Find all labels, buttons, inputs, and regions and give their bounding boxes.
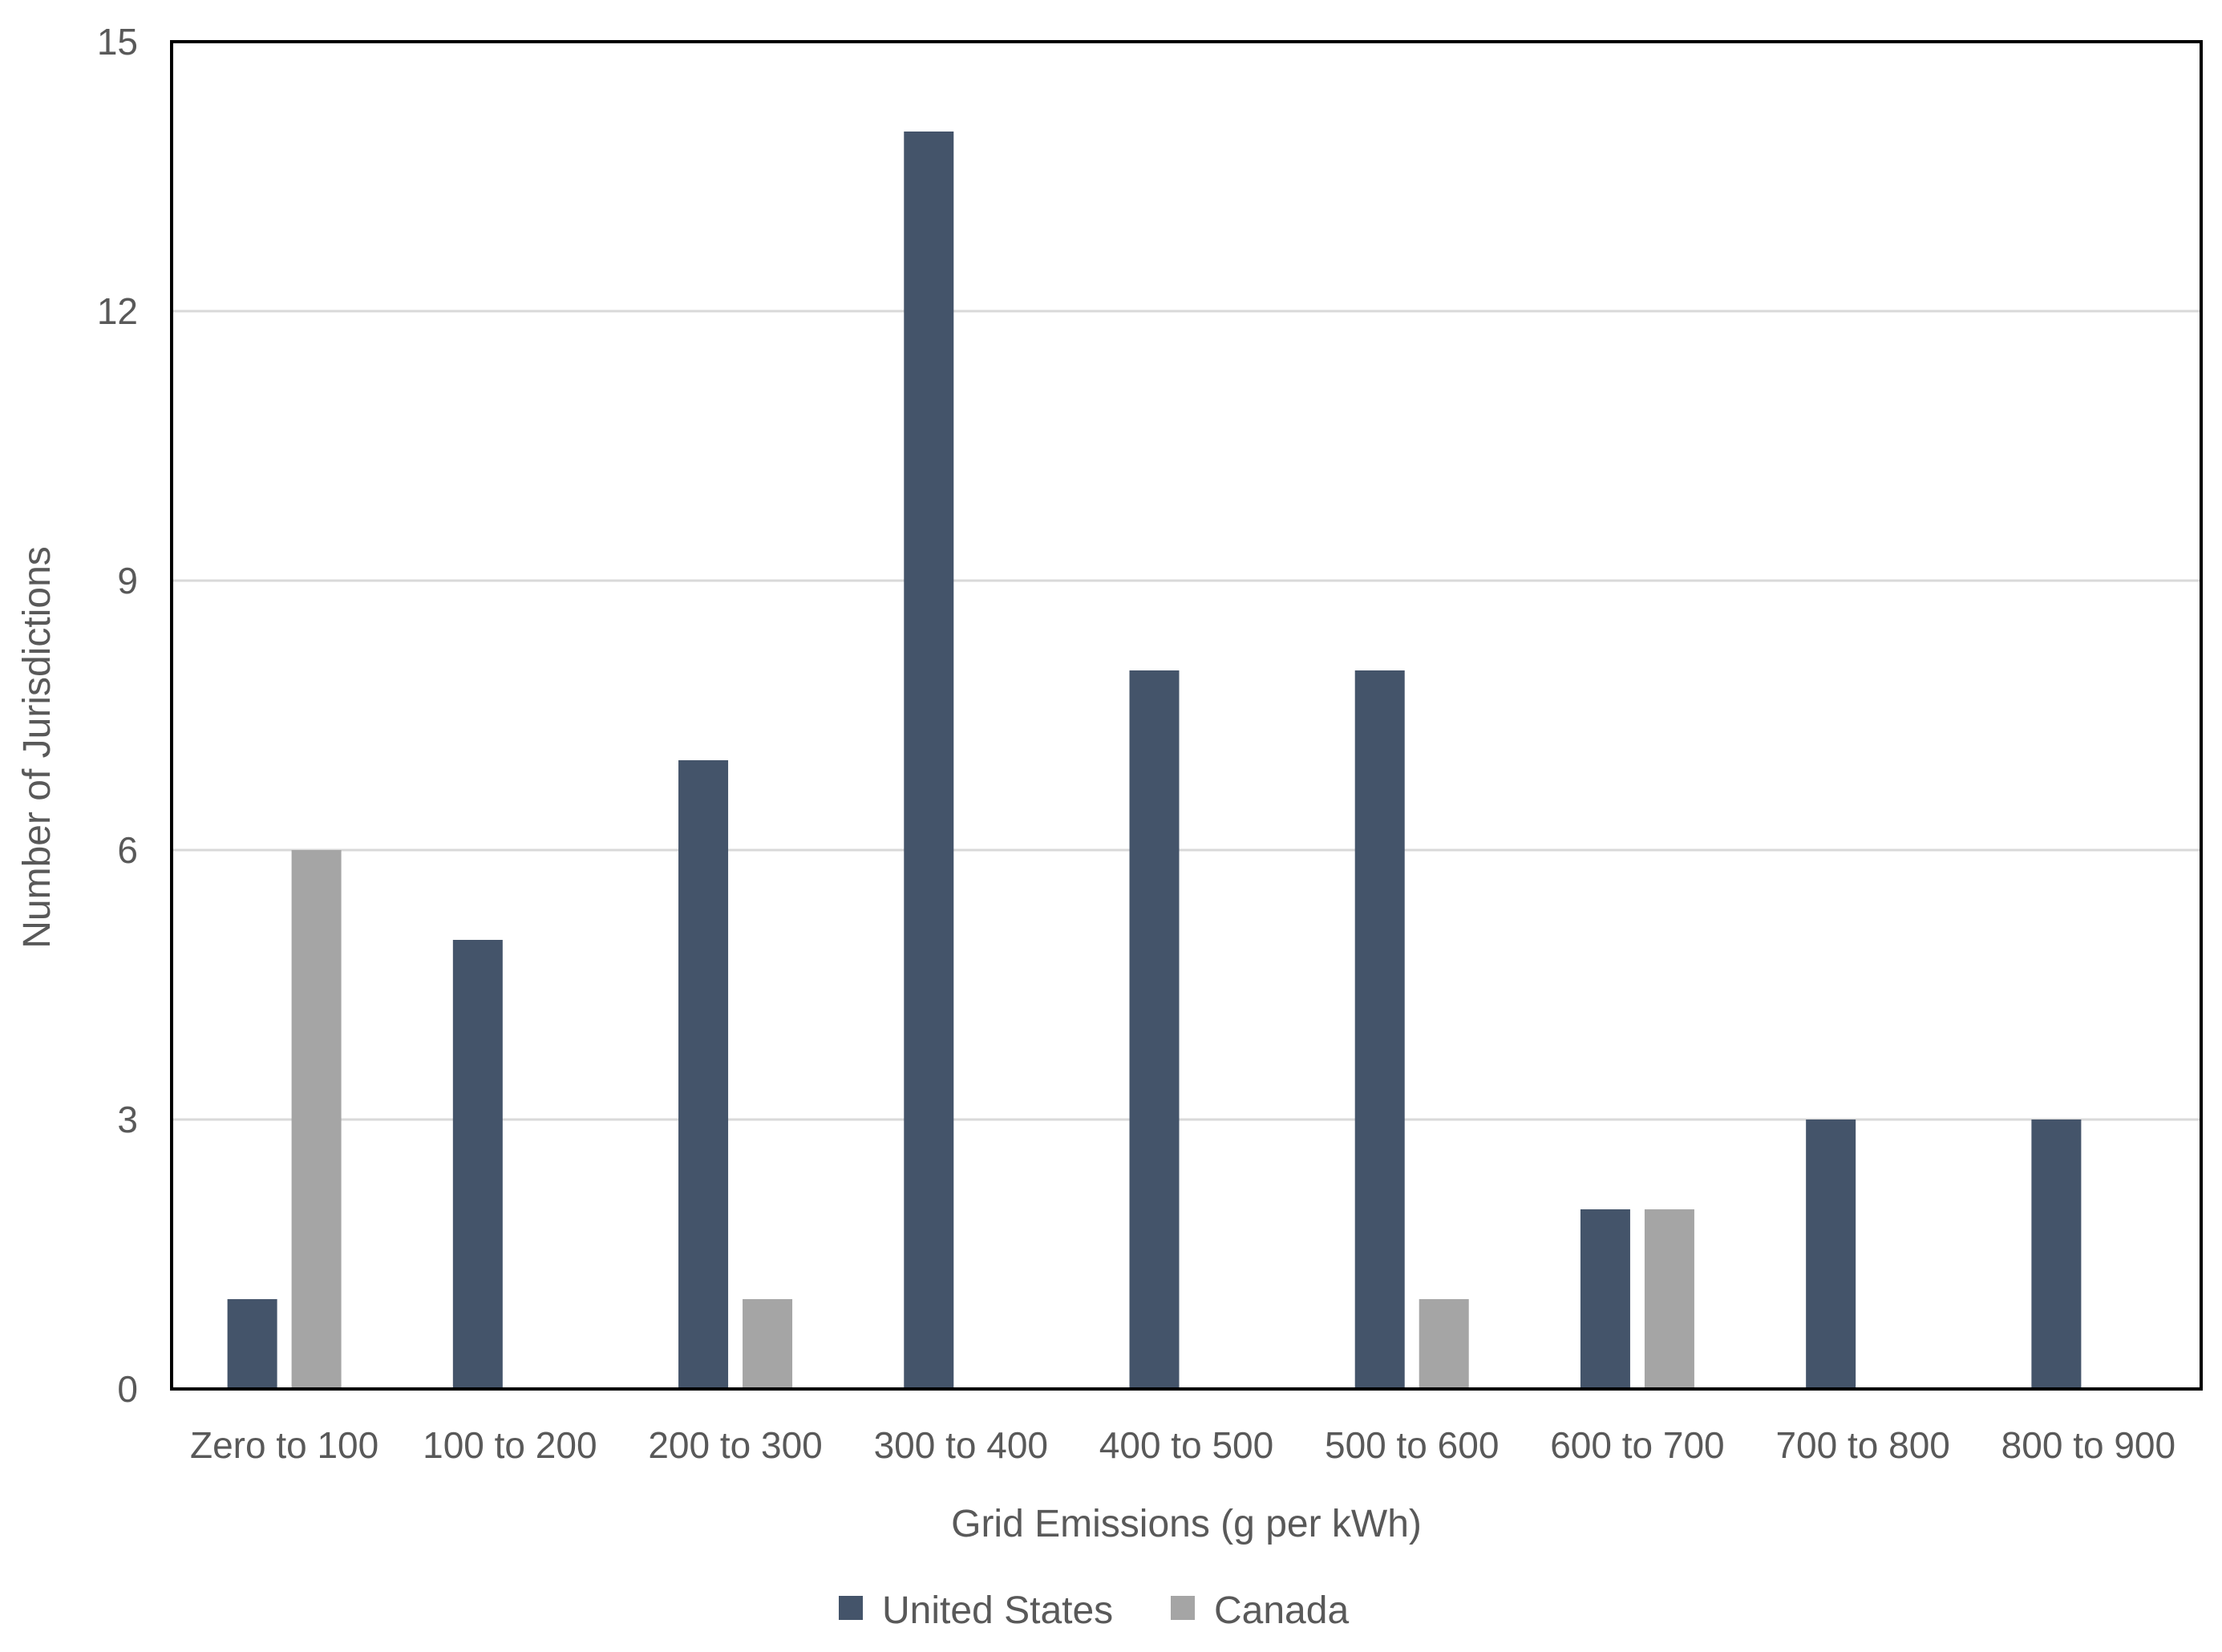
x-tick-label: 600 to 700 <box>1550 1424 1724 1466</box>
legend-swatch-canada <box>1171 1596 1195 1620</box>
bar-canada-6 <box>1644 1209 1694 1389</box>
bar-canada-2 <box>743 1299 793 1389</box>
y-tick-label: 12 <box>97 290 138 332</box>
gridlines <box>172 310 2201 1121</box>
y-axis-ticks: 0 3 6 9 12 15 <box>97 21 138 1410</box>
bar-united-states-6 <box>1580 1209 1630 1389</box>
x-tick-label: 100 to 200 <box>423 1424 597 1466</box>
y-tick-label: 9 <box>117 560 138 601</box>
y-tick-label: 0 <box>117 1368 138 1410</box>
bar-canada-5 <box>1419 1299 1469 1389</box>
x-tick-label: 500 to 600 <box>1325 1424 1499 1466</box>
legend-label-united-states: United States <box>882 1589 1113 1632</box>
bar-united-states-4 <box>1129 670 1180 1389</box>
x-tick-label: Zero to 100 <box>190 1424 378 1466</box>
x-axis-ticks: Zero to 100 100 to 200 200 to 300 300 to 40… <box>190 1424 2175 1466</box>
x-tick-label: 400 to 500 <box>1099 1424 1273 1466</box>
bar-united-states-5 <box>1354 670 1405 1389</box>
y-axis-title: Number of Jurisdictions <box>16 546 59 949</box>
legend-label-canada: Canada <box>1214 1589 1349 1632</box>
x-axis-title: Grid Emissions (g per kWh) <box>951 1503 1422 1545</box>
bars <box>227 132 2082 1389</box>
x-tick-label: 700 to 800 <box>1775 1424 1949 1466</box>
x-tick-label: 300 to 400 <box>874 1424 1048 1466</box>
bar-united-states-0 <box>227 1299 277 1389</box>
legend: United States Canada <box>839 1589 1349 1632</box>
legend-swatch-united-states <box>839 1596 863 1620</box>
bar-united-states-8 <box>2031 1120 2082 1389</box>
bar-united-states-7 <box>1806 1120 1856 1389</box>
bar-canada-0 <box>291 850 342 1389</box>
bar-united-states-2 <box>678 760 729 1389</box>
bar-united-states-1 <box>452 940 503 1389</box>
x-tick-label: 200 to 300 <box>648 1424 822 1466</box>
y-tick-label: 3 <box>117 1099 138 1140</box>
bar-united-states-3 <box>904 132 954 1389</box>
y-tick-label: 15 <box>97 21 138 63</box>
plot-frame <box>170 40 2203 1391</box>
y-tick-label: 6 <box>117 829 138 871</box>
x-tick-label: 800 to 900 <box>2001 1424 2175 1466</box>
